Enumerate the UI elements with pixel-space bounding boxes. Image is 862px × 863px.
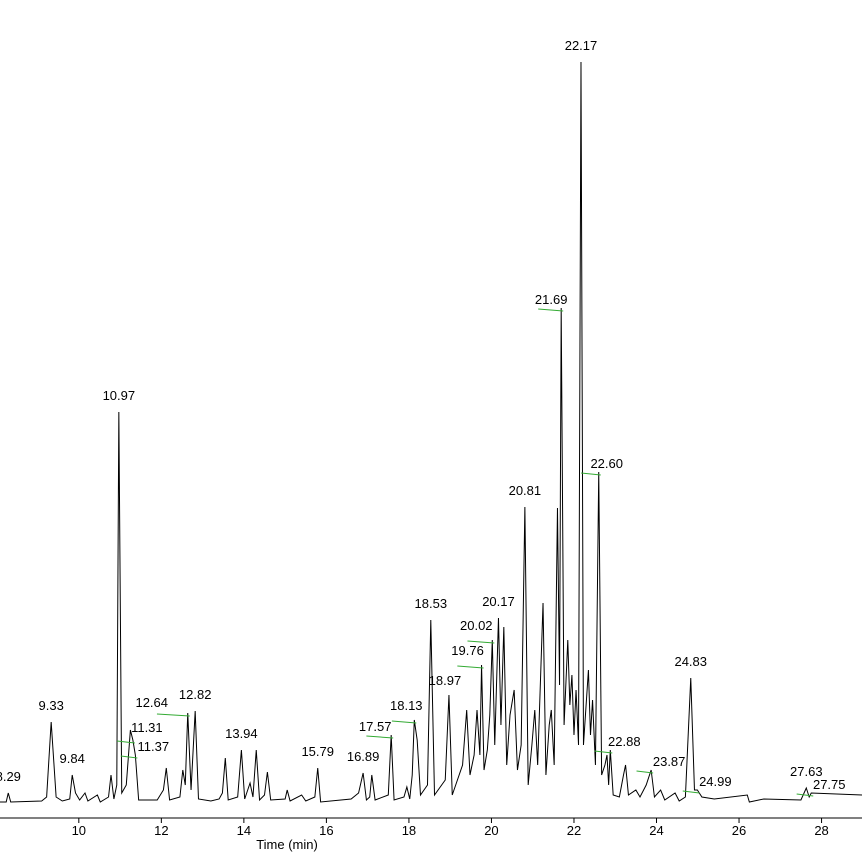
peak-label: 18.13: [390, 698, 423, 713]
peak-leader: [581, 472, 601, 476]
peak-label: 11.37: [138, 739, 170, 754]
x-tick-label: 10: [72, 823, 86, 838]
peak-leader: [467, 640, 495, 644]
peak-leader: [636, 770, 654, 774]
x-tick-label: 20: [484, 823, 498, 838]
peak-label: 24.83: [674, 654, 707, 669]
peak-label: 27.63: [790, 764, 823, 779]
x-tick-label: 28: [814, 823, 828, 838]
peak-leader: [156, 713, 190, 717]
x-tick-label: 18: [402, 823, 416, 838]
peak-label: 9.33: [39, 698, 64, 713]
x-tick-label: 24: [649, 823, 663, 838]
peak-label: 20.17: [482, 594, 515, 609]
peak-label: 19.76: [451, 643, 484, 658]
peak-label: 20.81: [509, 483, 542, 498]
peak-leader: [117, 740, 135, 744]
peak-label: 8.29: [0, 769, 21, 784]
peak-label: 12.64: [135, 695, 168, 710]
peak-label: 22.17: [565, 38, 598, 53]
peak-label: 13.94: [225, 726, 258, 741]
peak-label: 11.31: [131, 720, 163, 735]
peak-label: 9.84: [60, 751, 85, 766]
peak-leader: [538, 308, 564, 312]
peak-leader: [457, 665, 484, 669]
peak-leader: [120, 755, 138, 759]
peak-label: 21.69: [535, 292, 568, 307]
peak-label: 23.87: [653, 754, 686, 769]
peak-label: 22.88: [608, 734, 641, 749]
peak-label: 18.97: [429, 673, 462, 688]
peak-label: 20.02: [460, 618, 493, 633]
x-tick-label: 22: [567, 823, 581, 838]
x-tick-label: 26: [732, 823, 746, 838]
x-tick-label: 14: [237, 823, 251, 838]
peak-label: 22.60: [590, 456, 623, 471]
x-tick-label: 16: [319, 823, 333, 838]
peak-label: 24.99: [699, 774, 732, 789]
peak-label: 16.89: [347, 749, 380, 764]
peak-leader: [594, 750, 613, 754]
peak-label: 10.97: [103, 388, 136, 403]
peak-label: 17.57: [359, 719, 392, 734]
peak-label: 18.53: [415, 596, 448, 611]
peak-label: 15.79: [301, 744, 334, 759]
peak-leader: [796, 793, 814, 797]
x-tick-label: 12: [154, 823, 168, 838]
peak-label: 27.75: [813, 777, 846, 792]
x-axis-label: Time (min): [256, 837, 318, 852]
peak-leader: [366, 735, 394, 739]
peak-label: 12.82: [179, 687, 212, 702]
peak-leader: [391, 720, 417, 724]
peak-leader: [682, 790, 700, 794]
chromatogram-trace: [0, 61, 862, 803]
